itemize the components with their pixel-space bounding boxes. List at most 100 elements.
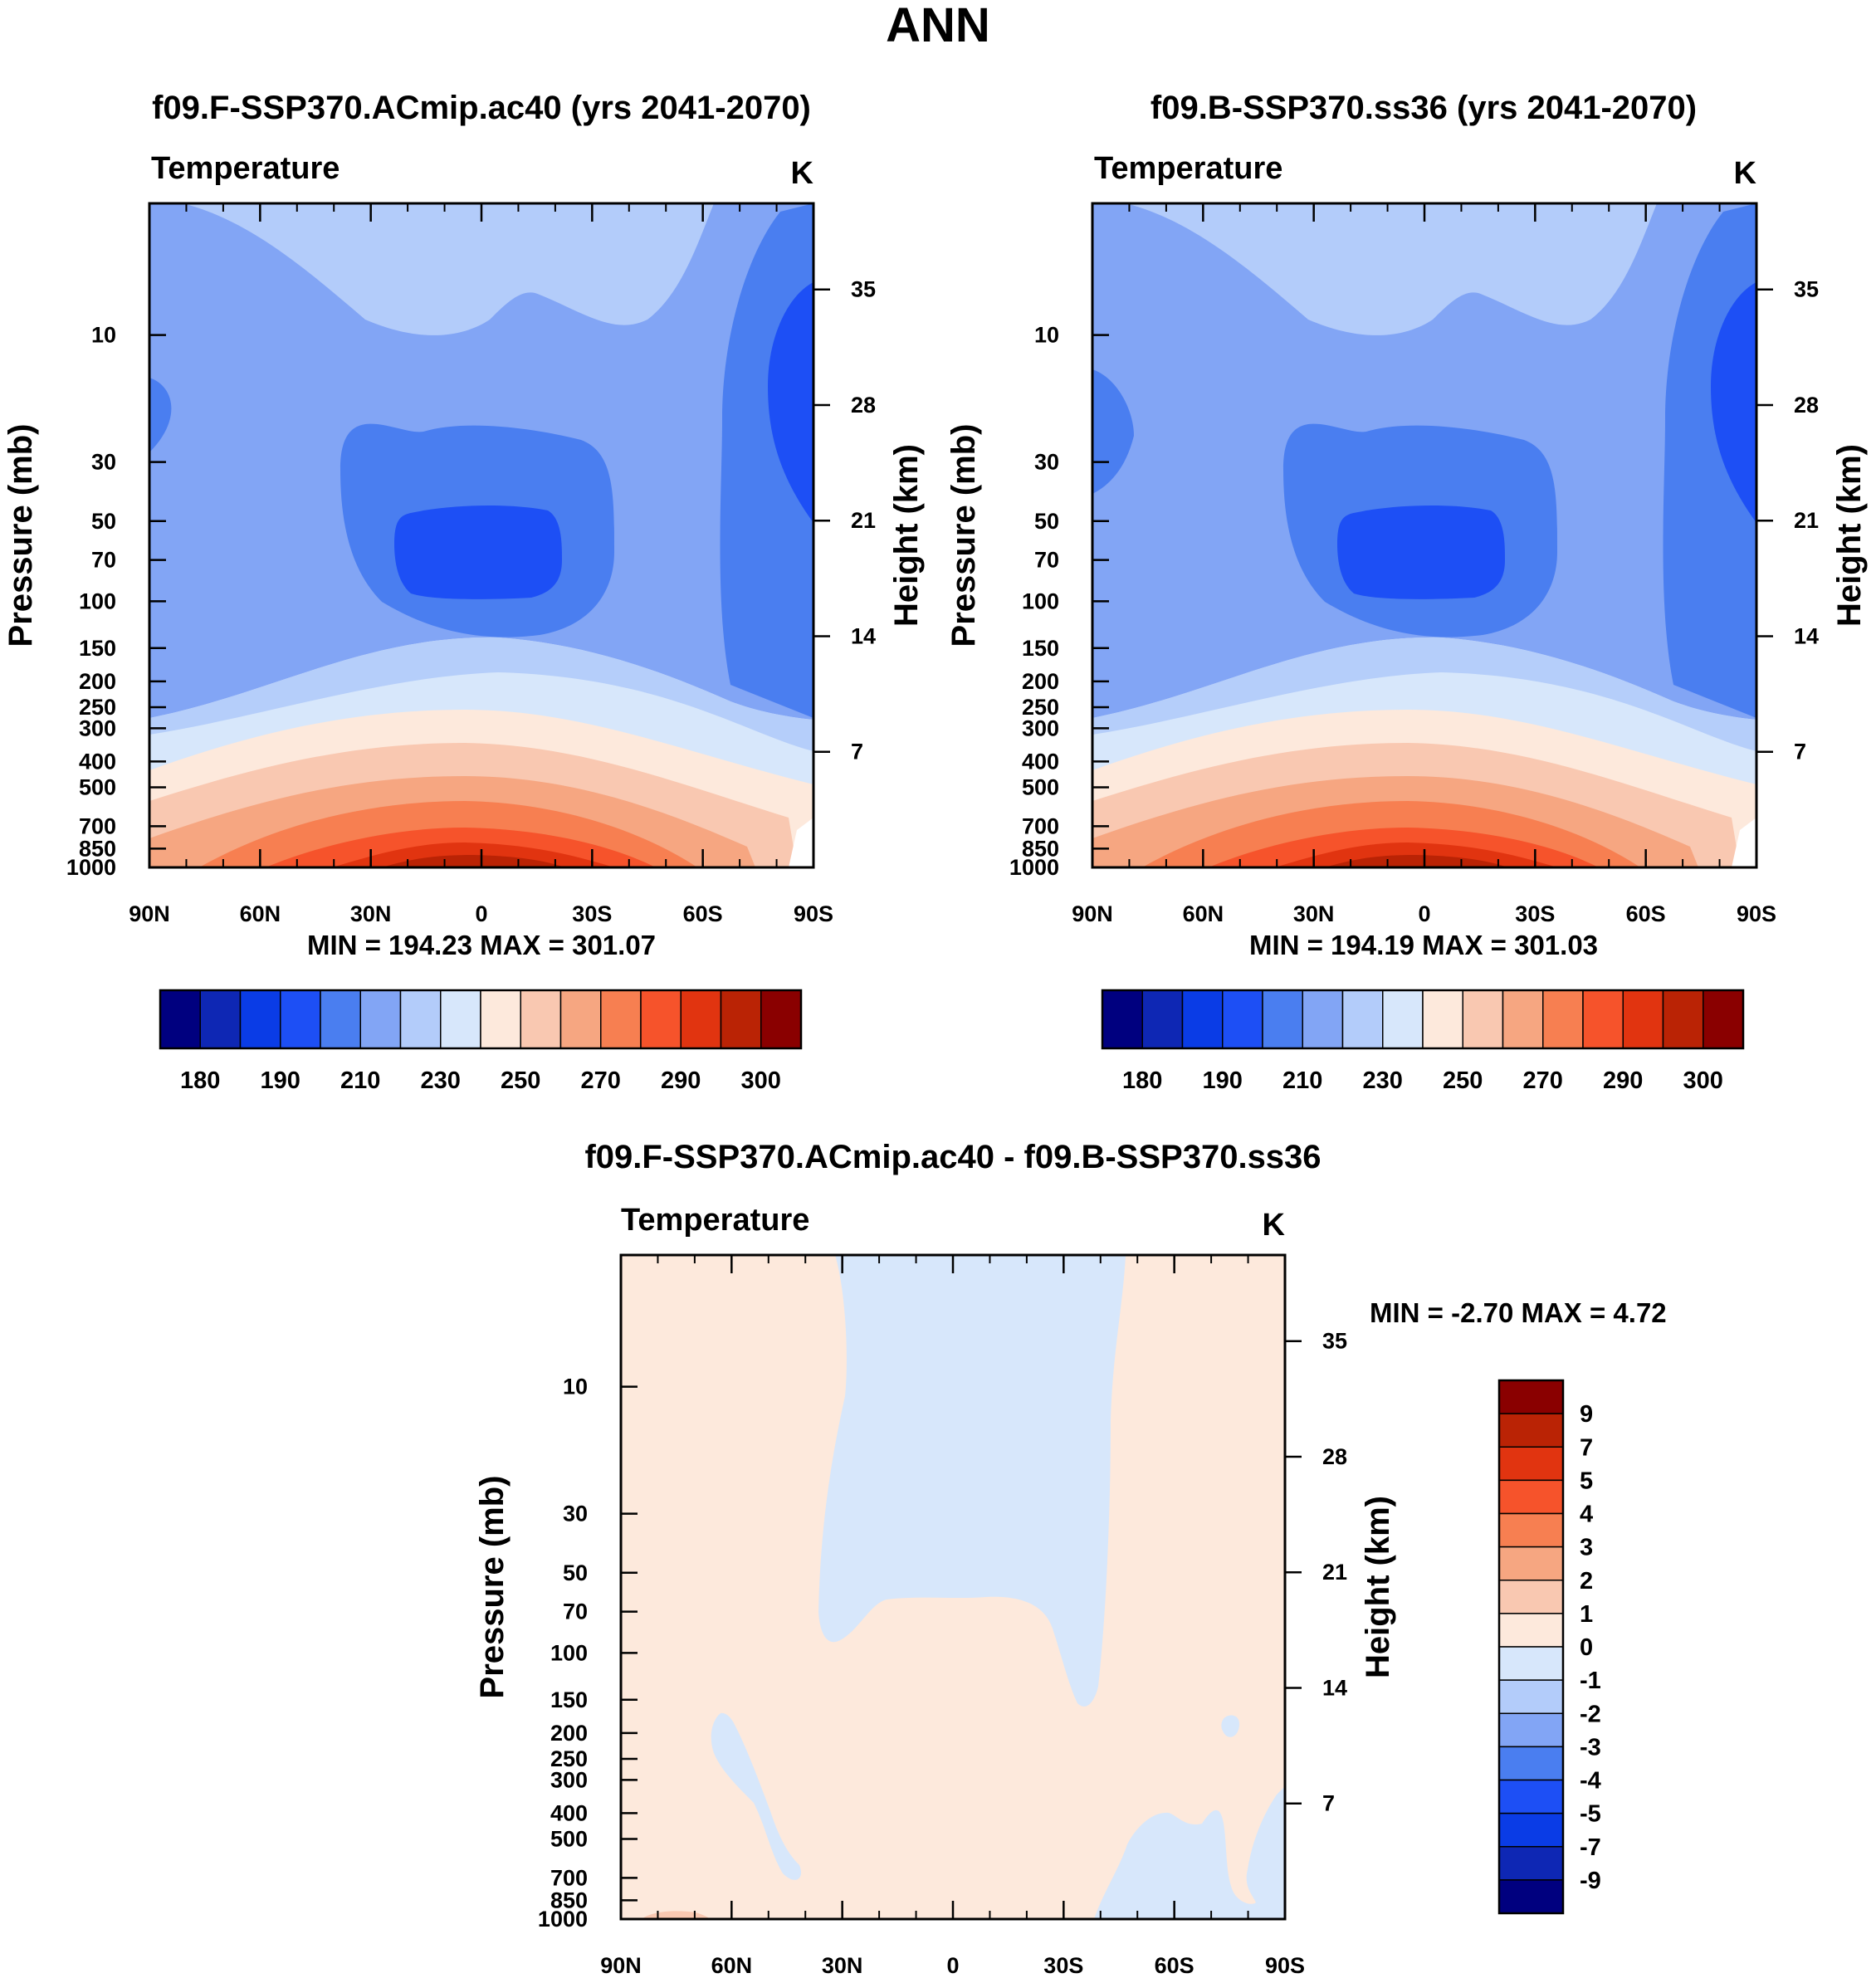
contour-fill-200-center bbox=[394, 505, 562, 599]
colorbar-label: 0 bbox=[1580, 1634, 1593, 1661]
x-tick-label: 30N bbox=[350, 901, 392, 926]
colorbar-swatch bbox=[1498, 1446, 1564, 1482]
figure-title: ANN bbox=[886, 0, 990, 52]
y-tick-label: 400 bbox=[550, 1800, 588, 1825]
y-tick-label: 150 bbox=[550, 1687, 588, 1712]
panel-2-title: f09.B-SSP370.ss36 (yrs 2041-2070) bbox=[1151, 90, 1697, 126]
colorbar-swatch bbox=[1498, 1812, 1564, 1848]
colorbar-swatch bbox=[1498, 1613, 1564, 1648]
colorbar-swatch bbox=[199, 989, 242, 1049]
height-tick-label: 35 bbox=[1322, 1329, 1347, 1354]
colorbar-swatch bbox=[1622, 989, 1664, 1049]
panel-1-title: f09.F-SSP370.ACmip.ac40 (yrs 2041-2070) bbox=[152, 90, 811, 126]
y-tick-label: 30 bbox=[91, 450, 116, 475]
x-tick-label: 60S bbox=[683, 901, 723, 926]
colorbar-label: 290 bbox=[1603, 1067, 1643, 1094]
contour-fill-white-corner bbox=[1732, 818, 1756, 867]
colorbar-label: 300 bbox=[1683, 1067, 1723, 1094]
colorbar-swatch bbox=[1462, 989, 1504, 1049]
y-tick-label: 100 bbox=[550, 1640, 588, 1665]
colorbar-label: 9 bbox=[1580, 1401, 1593, 1428]
colorbar-label: -2 bbox=[1580, 1701, 1601, 1727]
x-tick-label: 0 bbox=[1418, 901, 1430, 926]
height-tick-label: 7 bbox=[1322, 1791, 1335, 1816]
panel-3-stats: MIN = -2.70 MAX = 4.72 bbox=[1370, 1297, 1667, 1328]
colorbar-swatch bbox=[1498, 1580, 1564, 1614]
colorbar-swatch bbox=[1262, 989, 1303, 1049]
y-tick-label: 100 bbox=[79, 589, 116, 613]
colorbar-swatch bbox=[1498, 1779, 1564, 1814]
panel-2-stats: MIN = 194.19 MAX = 301.03 bbox=[1249, 930, 1598, 960]
colorbar-swatch bbox=[1502, 989, 1544, 1049]
height-tick-label: 14 bbox=[1794, 623, 1819, 648]
contour-fill-210-left bbox=[149, 378, 172, 452]
colorbar-swatch bbox=[239, 989, 281, 1049]
panel-1-ylabel-right: Height (km) bbox=[888, 444, 925, 627]
colorbar-label: -1 bbox=[1580, 1668, 1601, 1694]
y-tick-label: 30 bbox=[1034, 450, 1059, 475]
panel-2: f09.B-SSP370.ss36 (yrs 2041-2070) Temper… bbox=[945, 90, 1868, 1094]
contour-fill-250 bbox=[149, 637, 813, 751]
colorbar-swatch bbox=[1498, 1546, 1564, 1581]
colorbar-swatch bbox=[1222, 989, 1263, 1049]
height-tick-label: 7 bbox=[851, 740, 863, 764]
y-tick-label: 50 bbox=[91, 509, 116, 534]
colorbar-swatch bbox=[280, 989, 321, 1049]
height-tick-label: 35 bbox=[1794, 277, 1819, 302]
colorbar-swatch bbox=[1382, 989, 1424, 1049]
height-tick-label: 7 bbox=[1794, 740, 1806, 764]
y-tick-label: 500 bbox=[1022, 774, 1059, 799]
height-tick-label: 28 bbox=[851, 393, 876, 418]
colorbar-label: -4 bbox=[1580, 1768, 1601, 1795]
colorbar-label: -5 bbox=[1580, 1801, 1601, 1828]
colorbar-swatch bbox=[1422, 989, 1463, 1049]
colorbar-swatch bbox=[1498, 1380, 1564, 1414]
colorbar-label: 190 bbox=[261, 1067, 300, 1094]
y-tick-label: 1000 bbox=[66, 855, 116, 880]
y-tick-label: 150 bbox=[79, 636, 116, 661]
colorbar-swatch bbox=[159, 989, 201, 1049]
x-tick-label: 60N bbox=[1183, 901, 1224, 926]
y-tick-label: 1000 bbox=[1009, 855, 1059, 880]
x-tick-label: 30N bbox=[822, 1953, 863, 1978]
height-tick-label: 21 bbox=[851, 508, 876, 533]
colorbar-label: 3 bbox=[1580, 1535, 1593, 1561]
colorbar-swatch bbox=[1542, 989, 1584, 1049]
colorbar-swatch bbox=[600, 989, 642, 1049]
contour-fill-250 bbox=[1092, 637, 1756, 751]
panel-3-field bbox=[621, 1255, 1285, 1919]
panel-1-stats: MIN = 194.23 MAX = 301.07 bbox=[307, 930, 656, 960]
panel-2-x-axis: 90N 60N 30N 0 30S 60S 90S bbox=[1072, 203, 1776, 926]
panel-3-ylabel-right: Height (km) bbox=[1360, 1496, 1396, 1678]
y-tick-label: 50 bbox=[563, 1560, 588, 1585]
x-tick-label: 90N bbox=[1072, 901, 1113, 926]
colorbar-label: 250 bbox=[501, 1067, 540, 1094]
y-tick-label: 10 bbox=[91, 323, 116, 348]
contour-fill-200-right bbox=[1711, 282, 1756, 523]
height-tick-label: 35 bbox=[851, 277, 876, 302]
y-tick-label: 70 bbox=[1034, 548, 1059, 573]
colorbar-label: 290 bbox=[661, 1067, 701, 1094]
colorbar-swatch bbox=[320, 989, 361, 1049]
panel-1-variable-label: Temperature bbox=[151, 151, 340, 186]
colorbar-label: 250 bbox=[1443, 1067, 1483, 1094]
colorbar-swatch bbox=[1498, 1679, 1564, 1714]
contour-fill-230 bbox=[183, 203, 714, 335]
colorbar-label: 1 bbox=[1580, 1601, 1593, 1628]
colorbar-label: 5 bbox=[1580, 1468, 1593, 1494]
contour-fill-200-right bbox=[768, 282, 813, 523]
x-tick-label: 0 bbox=[946, 1953, 959, 1978]
y-tick-label: 500 bbox=[79, 774, 116, 799]
height-tick-label: 28 bbox=[1794, 393, 1819, 418]
colorbar-swatch bbox=[1341, 989, 1384, 1049]
colorbar-frame bbox=[1497, 1379, 1565, 1915]
height-tick-label: 21 bbox=[1322, 1560, 1347, 1585]
y-tick-label: 850 bbox=[79, 836, 116, 861]
colorbar-swatch bbox=[1498, 1712, 1564, 1748]
colorbar-label: 210 bbox=[1282, 1067, 1322, 1094]
x-tick-label: 90N bbox=[129, 901, 170, 926]
panel-3-title: f09.F-SSP370.ACmip.ac40 - f09.B-SSP370.s… bbox=[584, 1139, 1321, 1175]
